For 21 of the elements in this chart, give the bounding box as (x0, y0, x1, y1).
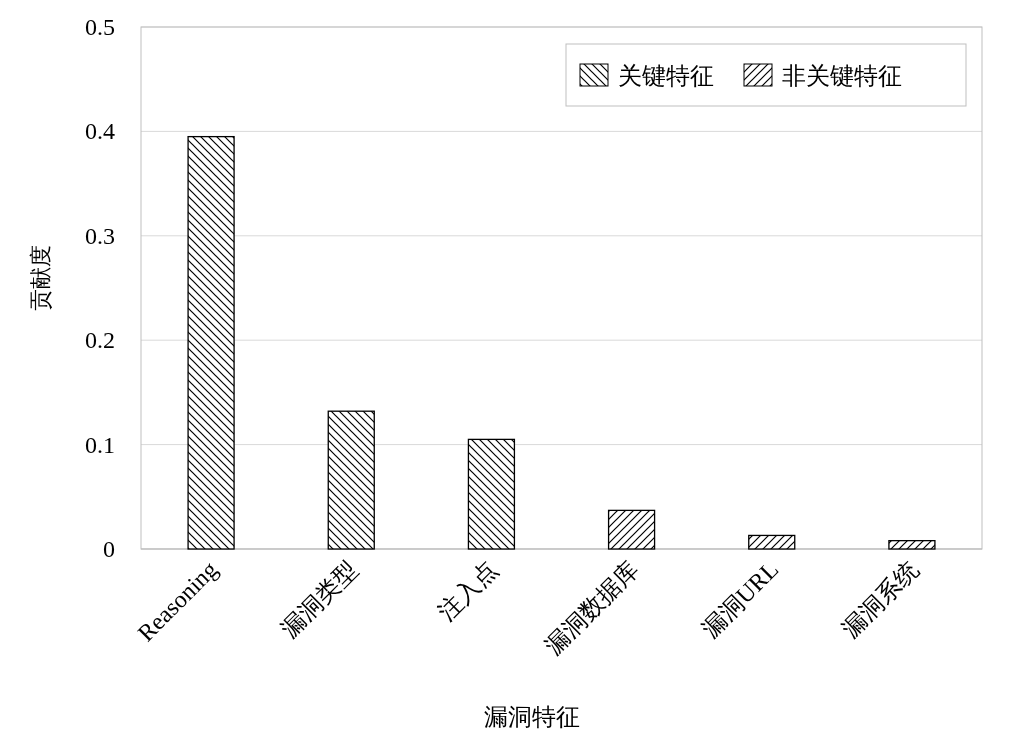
bar (748, 534, 796, 550)
bar (888, 540, 936, 550)
y-tick-label: 0.4 (85, 118, 115, 145)
y-tick-label: 0 (103, 536, 115, 562)
y-axis-title: 贡献度 (28, 245, 53, 311)
legend-label: 关键特征 (618, 63, 714, 89)
bar (607, 509, 656, 550)
x-tick-label: 漏洞数据库 (539, 556, 644, 660)
bar (187, 135, 235, 550)
y-tick-label: 0.3 (85, 222, 115, 249)
y-tick-label: 0.2 (85, 327, 115, 354)
y-tick-label: 0.5 (85, 14, 115, 40)
bar (467, 438, 516, 550)
x-tick-label: 漏洞URL (697, 556, 784, 643)
x-axis-title: 漏洞特征 (483, 704, 580, 730)
legend-label: 非关键特征 (782, 63, 902, 89)
x-tick-label: 注入点 (433, 556, 503, 626)
x-tick-label: 漏洞类型 (276, 556, 363, 643)
bar (327, 410, 375, 550)
y-tick-label: 0.1 (85, 431, 115, 458)
x-tick-label: 漏洞系统 (837, 556, 924, 643)
